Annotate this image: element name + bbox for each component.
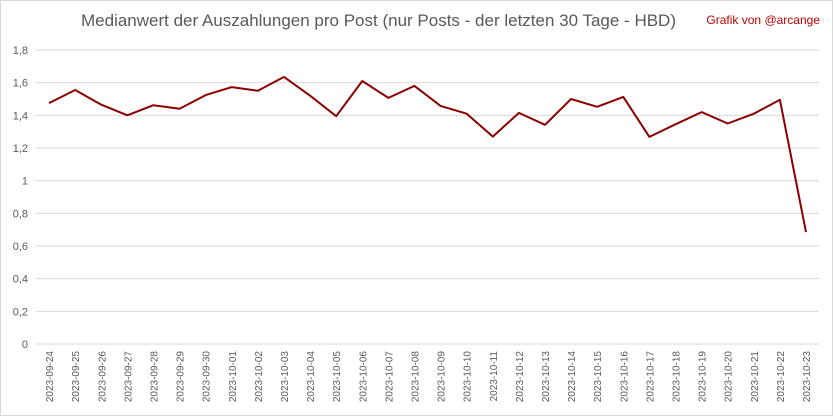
x-tick-label: 2023-10-01 [228, 351, 239, 403]
x-tick-label: 2023-09-24 [45, 351, 56, 403]
x-axis-ticks: 2023-09-24 2023-09-25 2023-09-26 2023-09-27… [45, 351, 813, 403]
x-tick-label: 2023-10-07 [384, 351, 395, 403]
x-tick-label: 2023-10-09 [437, 351, 448, 403]
x-tick-label: 2023-10-15 [593, 351, 604, 403]
x-tick-label: 2023-10-17 [645, 351, 656, 403]
x-tick-label: 2023-09-25 [71, 351, 82, 403]
y-tick-label: 1,6 [13, 78, 28, 90]
x-tick-label: 2023-09-28 [149, 351, 160, 403]
y-tick-label: 0,8 [13, 208, 28, 220]
x-tick-label: 2023-10-16 [619, 351, 630, 403]
x-tick-label: 2023-10-08 [410, 351, 421, 403]
x-tick-label: 2023-09-30 [202, 351, 213, 403]
x-tick-label: 2023-09-26 [97, 351, 108, 403]
x-tick-label: 2023-09-29 [176, 351, 187, 403]
x-tick-label: 2023-10-05 [332, 351, 343, 403]
y-axis-ticks: 0 0,2 0,4 0,6 0,8 1 1,2 1,4 1,6 1,8 [13, 45, 28, 351]
y-tick-label: 0,2 [13, 306, 28, 318]
x-tick-label: 2023-10-18 [671, 351, 682, 403]
x-tick-label: 2023-10-23 [802, 351, 813, 403]
x-tick-label: 2023-10-21 [750, 351, 761, 403]
y-tick-label: 1,2 [13, 143, 28, 155]
x-tick-label: 2023-10-10 [463, 351, 474, 403]
y-tick-label: 1 [22, 176, 28, 188]
y-tick-label: 1,4 [13, 110, 28, 122]
gridlines [36, 49, 819, 345]
x-tick-label: 2023-10-11 [489, 351, 500, 402]
chart-title: Medianwert der Auszahlungen pro Post (nu… [81, 11, 676, 30]
y-tick-label: 0 [22, 339, 28, 351]
x-tick-label: 2023-10-06 [358, 351, 369, 403]
x-tick-label: 2023-10-04 [306, 351, 317, 403]
x-tick-label: 2023-10-02 [254, 351, 265, 403]
y-tick-label: 0,4 [13, 274, 28, 286]
x-tick-label: 2023-10-20 [724, 351, 735, 403]
y-tick-label: 0,6 [13, 241, 28, 253]
x-tick-label: 2023-10-03 [280, 351, 291, 403]
chart-credit: Grafik von @arcange [706, 13, 820, 27]
x-tick-label: 2023-10-12 [515, 351, 526, 403]
x-tick-label: 2023-09-27 [123, 351, 134, 403]
x-tick-label: 2023-10-22 [776, 351, 787, 403]
series-line [48, 75, 807, 233]
x-tick-label: 2023-10-19 [698, 351, 709, 403]
y-tick-label: 1,8 [13, 45, 28, 57]
x-tick-label: 2023-10-14 [567, 351, 578, 403]
x-tick-label: 2023-10-13 [541, 351, 552, 403]
